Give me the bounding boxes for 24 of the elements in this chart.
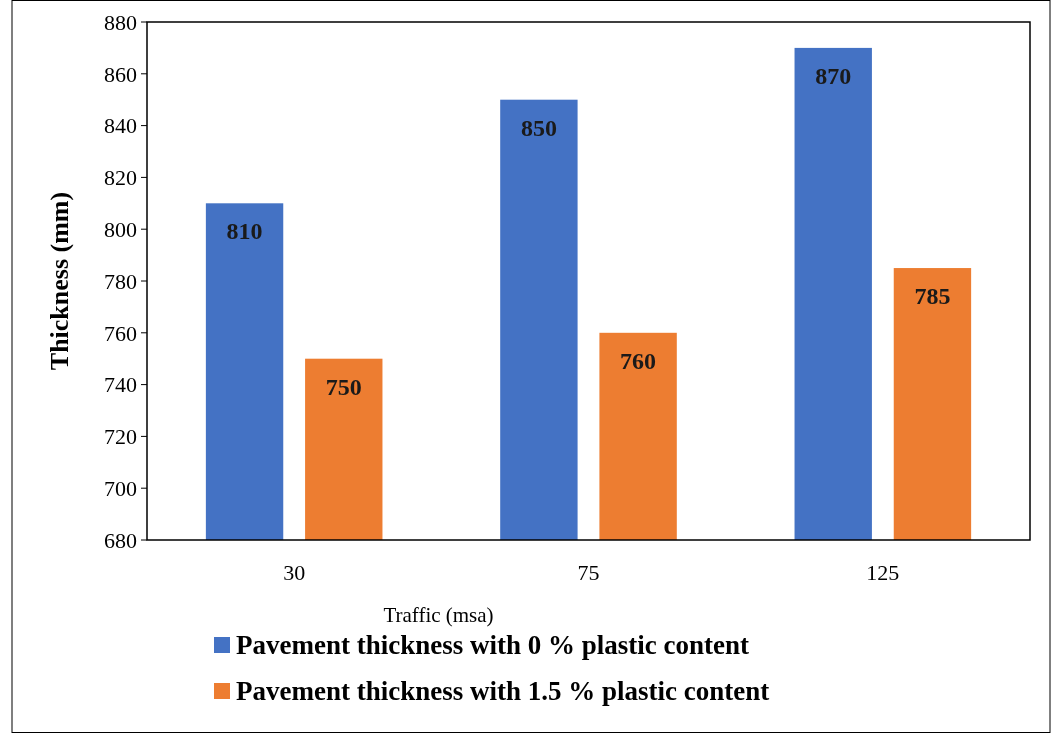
y-tick-label: 860: [104, 61, 137, 87]
data-label: 760: [620, 347, 657, 374]
x-tick-label: 75: [577, 560, 600, 585]
data-label: 850: [520, 114, 557, 141]
x-axis-title: Traffic (msa): [383, 603, 494, 627]
legend-label: Pavement thickness with 0 % plastic content: [236, 630, 749, 661]
x-tick-label: 30: [283, 560, 306, 585]
data-label: 785: [914, 283, 951, 310]
y-tick-label: 700: [104, 475, 137, 501]
y-tick-label: 780: [104, 268, 137, 294]
y-tick-label: 840: [104, 113, 137, 139]
data-label: 750: [325, 373, 362, 400]
y-tick-label: 740: [104, 372, 137, 398]
data-label: 810: [226, 218, 263, 245]
x-tick-label: 125: [866, 560, 900, 585]
y-tick-label: 880: [104, 9, 137, 35]
y-tick-label: 800: [104, 216, 137, 242]
y-tick-label: 820: [104, 165, 137, 191]
y-axis-title: Thickness (mm): [45, 191, 74, 371]
legend-label: Pavement thickness with 1.5 % plastic content: [236, 676, 770, 707]
y-tick-label: 680: [104, 527, 137, 553]
y-tick-label: 760: [104, 320, 137, 346]
data-label: 870: [815, 62, 852, 89]
y-tick-label: 720: [104, 424, 137, 450]
